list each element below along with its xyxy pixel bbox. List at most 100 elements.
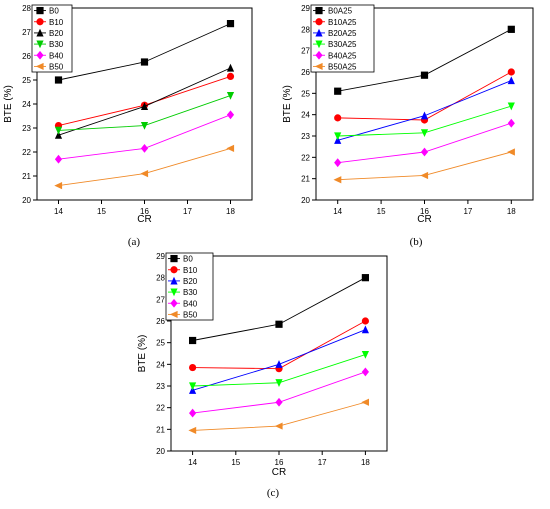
legend-label-b30a25: B30A25 (328, 40, 357, 49)
y-tick-label: 25 (156, 339, 165, 348)
data-point-b20 (361, 325, 369, 334)
x-tick-label: 14 (54, 207, 63, 216)
y-axis-label: BTE (%) (137, 335, 148, 373)
legend-label-b10a25: B10A25 (328, 18, 357, 27)
y-tick-label: 21 (22, 172, 31, 181)
y-tick-label: 28 (301, 25, 310, 34)
y-tick-label: 21 (301, 175, 310, 184)
series-line-b50 (58, 147, 231, 187)
legend-marker-b20 (170, 276, 178, 285)
data-point-b0 (361, 274, 369, 282)
y-tick-label: 27 (301, 47, 310, 56)
x-tick-label: 15 (231, 458, 240, 467)
data-point-b50 (140, 170, 149, 178)
chart-panel-3: 14 15 16 17 18 20 21 22 23 24 25 26 27 28 29 CR BTE (%) B… (137, 252, 388, 499)
data-point-b20a25 (420, 111, 429, 120)
x-axis-label: CR (137, 214, 151, 225)
legend-label-b30: B30 (183, 288, 198, 297)
legend-label-b50: B50 (49, 62, 64, 71)
x-tick-label: 16 (420, 207, 429, 216)
legend-label-b20: B20 (49, 29, 64, 38)
data-point-b40a25 (334, 158, 342, 168)
y-tick-label: 26 (156, 317, 165, 326)
y-tick-label: 22 (301, 153, 310, 162)
y-tick-label: 24 (301, 111, 310, 120)
series-line-b40 (192, 371, 366, 414)
data-point-b0a25 (507, 25, 515, 33)
legend-box (165, 252, 214, 321)
x-tick-label: 17 (183, 207, 192, 216)
legend-marker-b30 (36, 40, 44, 49)
y-tick-label: 20 (22, 196, 31, 205)
data-point-b30 (54, 126, 63, 135)
x-axis-label: CR (417, 214, 431, 225)
legend-marker-b10 (170, 266, 178, 274)
y-tick-label: 27 (22, 28, 31, 37)
data-point-b20 (226, 63, 235, 72)
x-tick-label: 14 (333, 207, 342, 216)
data-point-b40a25 (507, 118, 515, 128)
data-point-b0 (226, 20, 235, 28)
legend-label-b0: B0 (183, 255, 193, 264)
x-tick-label: 16 (140, 207, 149, 216)
y-tick-label: 25 (301, 89, 310, 98)
y-tick-label: 24 (156, 360, 165, 369)
legend-label-b10: B10 (183, 266, 198, 275)
legend-label-b20a25: B20A25 (328, 29, 357, 38)
data-point-b10 (189, 363, 197, 372)
data-point-b40a25 (420, 147, 429, 157)
series-line-b10 (58, 75, 231, 127)
x-axis-label: CR (272, 467, 286, 478)
data-point-b0a25 (420, 71, 429, 79)
y-tick-label: 23 (301, 132, 310, 141)
legend-label-b30: B30 (49, 40, 64, 49)
x-tick-label: 15 (377, 207, 386, 216)
data-point-b20 (140, 102, 149, 110)
series-line-b40a25 (337, 122, 512, 164)
legend-marker-b30 (170, 288, 178, 297)
data-point-b10a25 (334, 114, 342, 122)
y-tick-label: 22 (156, 404, 165, 413)
y-tick-label: 26 (22, 52, 31, 61)
legend-label-b0: B0 (49, 7, 59, 16)
y-tick-label: 23 (22, 124, 31, 133)
x-tick-label: 17 (463, 207, 472, 216)
y-tick-label: 27 (156, 295, 165, 304)
y-tick-label: 28 (22, 4, 31, 13)
data-point-b30 (140, 122, 149, 130)
x-tick-label: 18 (226, 207, 235, 216)
data-point-b40 (361, 367, 369, 377)
data-point-b50 (274, 422, 283, 430)
y-tick-label: 26 (301, 68, 310, 77)
legend-label-b10: B10 (49, 18, 64, 27)
data-point-b0 (54, 76, 63, 84)
series-line-b0 (192, 277, 366, 341)
legend-marker-b40a25 (315, 50, 323, 60)
legend-marker-b20a25 (315, 28, 323, 37)
legend-box (31, 4, 73, 73)
series-line-b0 (58, 23, 231, 81)
legend-marker-b50 (169, 310, 178, 319)
chart-panel-1: 14 15 16 17 18 20 21 22 23 24 25 26 27 28 CR BTE (%) B0 B… (3, 4, 253, 248)
data-point-b30a25 (507, 102, 515, 111)
data-point-b40 (140, 144, 149, 153)
legend-label-b20: B20 (183, 277, 198, 286)
data-point-b40 (226, 110, 235, 120)
panel-caption: (c) (267, 487, 280, 499)
y-tick-label: 28 (156, 274, 165, 283)
data-point-b0a25 (334, 87, 342, 95)
legend-marker-b50a25 (314, 62, 323, 71)
y-tick-label: 29 (156, 252, 165, 261)
y-axis-label: BTE (%) (3, 85, 14, 123)
legend-label-b40a25: B40A25 (328, 51, 357, 60)
data-point-b50 (361, 398, 369, 406)
legend-marker-b40 (170, 298, 178, 308)
legend-marker-b40 (36, 50, 44, 60)
data-point-b10a25 (507, 68, 515, 76)
x-tick-label: 18 (361, 458, 370, 467)
data-point-b20 (54, 131, 63, 139)
data-point-b40 (54, 154, 63, 164)
y-axis-label: BTE (%) (282, 85, 293, 123)
legend-box (310, 4, 375, 73)
